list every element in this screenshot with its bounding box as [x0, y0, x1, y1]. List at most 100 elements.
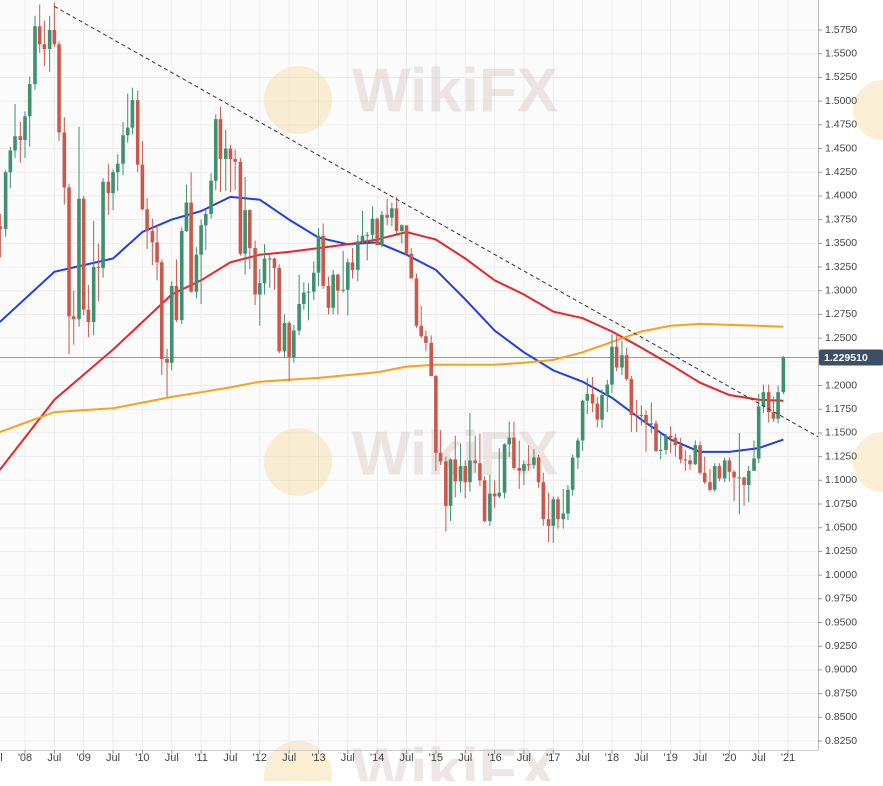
candle-body	[737, 477, 742, 479]
candle-body	[404, 225, 409, 254]
candle-body	[717, 466, 722, 479]
candle-body	[262, 258, 267, 284]
candle-body	[722, 460, 727, 479]
watermark-logo	[264, 741, 332, 786]
candle-body	[135, 100, 140, 165]
x-tick-label: Jul	[47, 752, 61, 764]
candle-body	[620, 355, 624, 368]
x-tick-label: '17	[546, 752, 560, 764]
y-tick-label: 0.8500	[825, 711, 857, 723]
candle-body	[419, 325, 424, 337]
x-tick-label: Jul	[282, 752, 296, 764]
candle-body	[321, 235, 325, 286]
candle-body	[213, 119, 218, 181]
candle-body	[526, 464, 531, 466]
candle-body	[752, 458, 756, 471]
candle-body	[507, 437, 512, 445]
watermark: WikiFX	[352, 56, 558, 125]
candle-body	[634, 414, 639, 416]
y-tick-label: 0.8750	[825, 687, 857, 699]
candle-body	[257, 283, 262, 295]
candle-body	[468, 460, 472, 483]
candle-body	[683, 459, 688, 461]
y-tick-label: 1.4750	[825, 119, 857, 131]
y-tick-label: 1.1250	[825, 450, 857, 462]
y-tick-label: 1.5500	[825, 48, 857, 60]
candle-body	[346, 262, 350, 290]
candle-body	[18, 136, 23, 141]
candle-body	[678, 445, 683, 460]
candle-body	[306, 291, 311, 293]
candle-body	[585, 394, 590, 401]
x-tick-label: '14	[370, 752, 384, 764]
candle-body	[155, 242, 159, 263]
x-tick-label: Jul	[517, 752, 531, 764]
candle-body	[605, 384, 610, 396]
candle-body	[546, 519, 551, 526]
candle-body	[233, 158, 237, 162]
x-tick-label: Jul	[752, 752, 766, 764]
candle-body	[390, 208, 394, 218]
last-price-tag	[819, 349, 883, 366]
candle-body	[693, 445, 698, 465]
y-tick-label: 1.5750	[825, 24, 857, 36]
watermark-logo	[264, 428, 332, 496]
candle-body	[385, 214, 389, 218]
y-tick-label: 1.5250	[825, 71, 857, 83]
candle-body	[673, 437, 678, 446]
candle-body	[47, 30, 52, 50]
candle-body	[3, 172, 8, 230]
candle-body	[556, 499, 560, 520]
candle-body	[497, 492, 502, 497]
candle-body	[644, 414, 648, 424]
y-tick-label: 1.1750	[825, 403, 857, 415]
watermarks: WikiFX WikiFX WikiFX	[264, 56, 883, 786]
candle-body	[532, 457, 536, 466]
candle-body	[326, 285, 331, 308]
candle-body	[639, 414, 644, 416]
candle-body	[62, 132, 67, 188]
candle-body	[610, 346, 614, 385]
x-tick-label: Jul	[693, 752, 707, 764]
y-tick-label: 1.3750	[825, 213, 857, 225]
y-tick-label: 1.0750	[825, 498, 857, 510]
candle-body	[203, 213, 208, 226]
candle-body	[218, 119, 223, 159]
candle-body	[444, 461, 448, 506]
candle-body	[130, 100, 135, 128]
y-tick-label: 1.3250	[825, 261, 857, 273]
x-tick-label: '09	[77, 752, 91, 764]
candle-body	[302, 292, 306, 305]
y-tick-label: 1.2000	[825, 379, 857, 391]
candle-body	[614, 346, 619, 368]
candle-body	[8, 150, 13, 173]
candle-body	[761, 392, 766, 407]
candle-body	[223, 148, 228, 159]
candle-body	[448, 459, 453, 506]
candle-body	[771, 412, 776, 419]
candle-body	[179, 231, 184, 321]
candle-body	[702, 472, 707, 483]
y-tick-label: 1.5000	[825, 95, 857, 107]
candle-body	[712, 466, 717, 490]
candle-body	[400, 225, 404, 232]
candle-body	[282, 322, 287, 352]
candle-body	[473, 460, 478, 464]
candle-body	[13, 136, 17, 151]
candle-body	[536, 457, 541, 483]
candle-body	[267, 258, 272, 260]
candle-body	[742, 477, 746, 486]
candle-body	[96, 267, 101, 269]
candle-body	[688, 460, 692, 465]
candle-body	[111, 172, 115, 194]
y-tick-label: 1.2750	[825, 308, 857, 320]
y-tick-label: 1.1000	[825, 474, 857, 486]
candle-body	[424, 336, 428, 343]
candle-body	[375, 218, 379, 246]
candle-body	[37, 26, 42, 45]
candle-body	[570, 457, 575, 490]
y-tick-label: 0.9500	[825, 616, 857, 628]
candle-body	[0, 226, 3, 230]
